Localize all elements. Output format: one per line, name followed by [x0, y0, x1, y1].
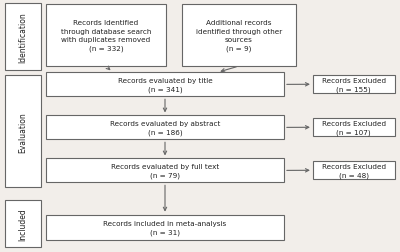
Text: Records evaluated by title
(n = 341): Records evaluated by title (n = 341) [118, 78, 212, 92]
Text: Records evaluated by full text
(n = 79): Records evaluated by full text (n = 79) [111, 163, 219, 178]
FancyBboxPatch shape [182, 5, 296, 67]
FancyBboxPatch shape [313, 76, 395, 94]
FancyBboxPatch shape [5, 76, 41, 188]
Text: Records Excluded
(n = 155): Records Excluded (n = 155) [322, 78, 386, 92]
FancyBboxPatch shape [46, 73, 284, 97]
Text: Records Excluded
(n = 48): Records Excluded (n = 48) [322, 163, 386, 178]
FancyBboxPatch shape [46, 116, 284, 140]
FancyBboxPatch shape [5, 200, 41, 247]
FancyBboxPatch shape [313, 119, 395, 137]
Text: Records Identified
through database search
with duplicates removed
(n = 332): Records Identified through database sear… [61, 20, 151, 51]
FancyBboxPatch shape [46, 215, 284, 240]
Text: Records Excluded
(n = 107): Records Excluded (n = 107) [322, 120, 386, 135]
FancyBboxPatch shape [313, 162, 395, 180]
Text: Evaluation: Evaluation [18, 111, 27, 152]
Text: Identification: Identification [18, 12, 27, 62]
Text: Records evaluated by abstract
(n = 186): Records evaluated by abstract (n = 186) [110, 120, 220, 135]
Text: Additional records
identified through other
sources
(n = 9): Additional records identified through ot… [196, 20, 282, 51]
Text: Included: Included [18, 207, 27, 240]
FancyBboxPatch shape [5, 4, 41, 71]
FancyBboxPatch shape [46, 5, 166, 67]
Text: Records included in meta-analysis
(n = 31): Records included in meta-analysis (n = 3… [103, 220, 227, 235]
FancyBboxPatch shape [46, 159, 284, 183]
